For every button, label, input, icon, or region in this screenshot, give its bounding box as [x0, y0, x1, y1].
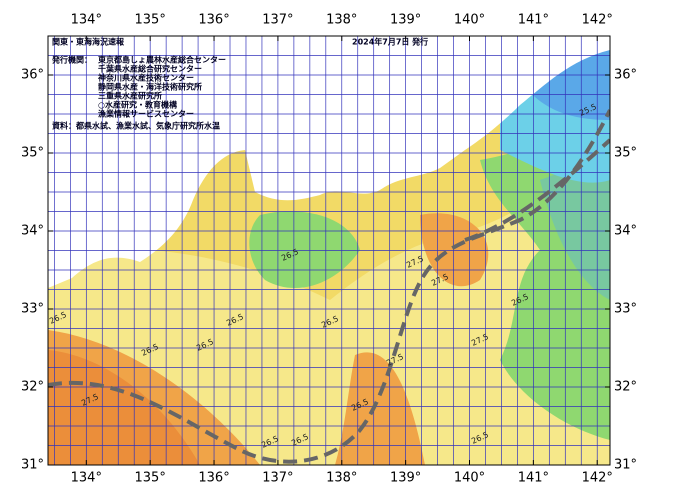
publisher-name: 千葉県水産総合研究センター — [98, 64, 202, 74]
publisher-name: 漁業情報サービスセンター — [98, 109, 194, 119]
lon-label-bottom: 137° — [262, 471, 293, 486]
kuroshio-axis — [48, 109, 610, 464]
lon-label-top: 139° — [390, 13, 421, 28]
lat-label-right: 32° — [614, 380, 637, 395]
lat-label-left: 34° — [21, 224, 44, 239]
lon-label-bottom: 138° — [326, 471, 357, 486]
lon-label-top: 137° — [262, 13, 293, 28]
map-area — [48, 36, 610, 465]
graticule — [48, 36, 610, 465]
lat-label-left: 31° — [21, 458, 44, 473]
lon-label-bottom: 140° — [454, 471, 485, 486]
publisher-name: 静岡県水産・海洋技術研究所 — [98, 82, 202, 92]
publisher-name: ○水産研究・教育機構 — [98, 100, 177, 110]
sea-cool — [249, 211, 360, 289]
source-note: 資料：都県水試、漁業水試、気象庁研究所水温 — [52, 121, 220, 131]
map-title: 関東・東海海況速報 — [52, 37, 125, 47]
publisher-name: 三重県水産研究所 — [98, 91, 162, 101]
lat-label-right: 31° — [614, 458, 637, 473]
lon-label-top: 135° — [135, 13, 166, 28]
sea-warm — [420, 213, 489, 287]
lon-label-bottom: 141° — [518, 471, 549, 486]
lat-label-right: 34° — [614, 224, 637, 239]
lon-label-top: 138° — [326, 13, 357, 28]
lon-label-bottom: 136° — [198, 471, 229, 486]
lat-label-left: 33° — [21, 302, 44, 317]
lon-label-top: 136° — [198, 13, 229, 28]
lon-label-bottom: 142° — [582, 471, 613, 486]
lat-label-right: 35° — [614, 146, 637, 161]
issue-date: 2024年7月7日 発行 — [352, 37, 428, 47]
lat-label-right: 33° — [614, 302, 637, 317]
lon-label-top: 134° — [71, 13, 102, 28]
publisher-name: 東京都島しょ農林水産総合センター — [98, 55, 226, 65]
lat-label-left: 32° — [21, 380, 44, 395]
lon-label-top: 140° — [454, 13, 485, 28]
map-frame — [47, 35, 611, 466]
lon-label-top: 141° — [518, 13, 549, 28]
publisher-label: 発行機関： — [51, 55, 92, 65]
lon-label-bottom: 135° — [135, 471, 166, 486]
lat-label-left: 35° — [21, 146, 44, 161]
lat-label-right: 36° — [614, 68, 637, 83]
lon-label-bottom: 139° — [390, 471, 421, 486]
lon-label-bottom: 134° — [71, 471, 102, 486]
lat-label-left: 36° — [21, 68, 44, 83]
publisher-name: 神奈川県水産技術センター — [98, 73, 194, 83]
lon-label-top: 142° — [582, 13, 613, 28]
current-axis — [464, 138, 610, 242]
